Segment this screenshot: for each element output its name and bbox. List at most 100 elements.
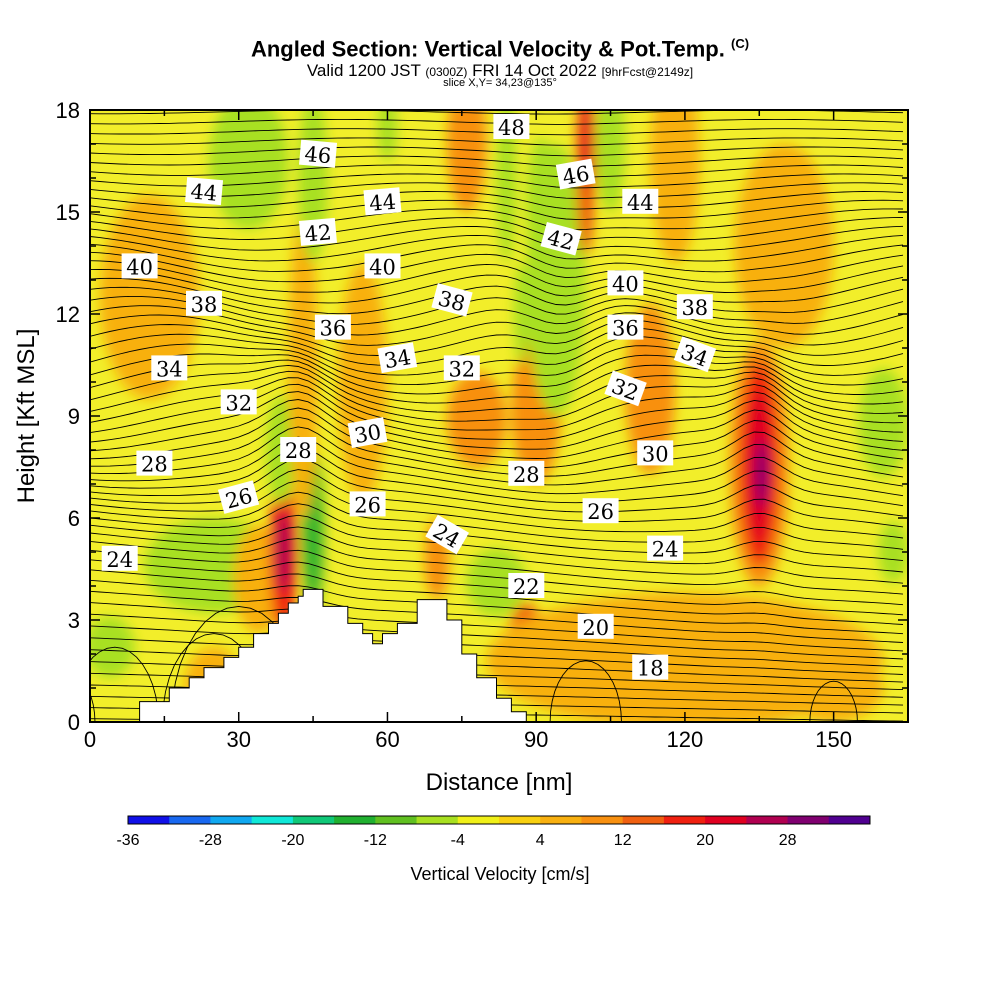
valid-zulu: (0300Z) [425,65,468,79]
theta-contour [90,333,904,376]
theta-contour [90,751,903,756]
contour-label: 44 [363,187,402,216]
velocity-cell [208,110,289,229]
theta-contour [90,602,904,652]
contour-label-text: 46 [304,142,333,168]
theta-contour [90,370,904,424]
contour-label-text: 46 [561,161,591,189]
velocity-cell [446,110,487,212]
contour-label: 42 [298,217,337,247]
theta-contour [90,649,904,683]
contour-label: 36 [314,314,351,341]
theta-contour [90,182,904,199]
theta-contour [90,217,904,241]
theta-contour [90,559,904,616]
contour-label: 22 [508,573,545,599]
contour-label: 28 [280,437,317,463]
theta-contour [90,625,904,668]
theta-contour [90,251,904,283]
contour-label-text: 36 [612,317,639,341]
y-tick-label: 18 [56,98,80,123]
contour-label-text: 26 [354,493,381,517]
contour-label: 34 [673,336,717,373]
colorbar-swatch [540,816,582,824]
contour-label-text: 38 [191,293,218,317]
colorbar-swatch [375,816,418,824]
contour-label: 24 [647,535,684,562]
y-tick-label: 9 [68,404,80,429]
contour-label: 24 [101,545,138,572]
forecast-tag: [9hrFcst@2149z] [601,65,694,79]
theta-contour [90,164,904,178]
contour-label-text: 30 [642,442,669,466]
theta-contour [90,234,904,262]
theta-contour [90,359,904,405]
theta-contour [90,740,903,747]
velocity-cell [513,263,529,365]
contour-label-text: 28 [513,463,540,487]
theta-contour [90,503,904,562]
colorbar-tick-label: -12 [364,832,387,849]
contour-label-text: 40 [612,272,639,296]
colorbar-swatch [663,816,706,824]
velocity-cell [446,371,507,467]
y-tick-label: 15 [56,200,80,225]
contour-label: 28 [508,460,545,487]
contour-label: 34 [377,342,418,373]
theta-contour [90,305,904,346]
theta-contour [90,91,903,94]
theta-contour [90,549,904,606]
theta-contour [90,324,904,366]
colorbar-swatch [499,816,541,824]
theta-contour [90,801,903,802]
contour-label-text: 24 [652,538,679,562]
x-tick-label: 60 [375,727,399,752]
contour-label-text: 38 [681,296,708,320]
theta-contour [90,173,904,189]
x-axis-title: Distance [nm] [426,769,573,796]
theta-contour [90,811,903,812]
theta-contour [90,314,904,356]
contour-label-text: 34 [382,345,412,373]
contour-label: 32 [220,389,257,415]
contour-label-text: 44 [368,190,397,216]
contour-label-text: 44 [627,191,654,215]
contour-label: 32 [443,355,480,381]
y-tick-label: 12 [56,302,80,327]
contour-label: 44 [622,188,659,215]
theta-contour [90,514,904,573]
contour-label: 18 [632,654,669,681]
colorbar-swatch [746,816,789,824]
colorbar-swatch [334,816,376,824]
valid-date: FRI 14 Oct 2022 [472,61,597,80]
contour-label-text: 36 [320,317,347,341]
contour-label-text: 42 [304,220,333,246]
theta-contour [90,491,904,550]
colorbar-swatch [416,816,459,824]
slice-info: slice X,Y= 34,23@135° [443,77,557,89]
colorbar: -36 -28 -20 -12 -4 4 12 20 28 [116,815,871,849]
y-tick-label: 3 [68,608,80,633]
contour-label: 30 [347,417,388,448]
theta-contour [90,730,903,739]
theta-contour [90,101,903,104]
contour-labels: 24 26 28 28 30 32 34 36 34 32 38 38 40 40 42 42 44 44 44 46… [101,114,717,681]
theta-contour [90,761,903,765]
theta-contour [90,391,904,451]
contour-label: 38 [676,294,713,320]
contour-label: 40 [121,253,158,279]
theta-contour [90,447,904,507]
contour-label: 34 [151,355,188,381]
contour-label: 28 [136,450,173,477]
contour-label: 38 [186,290,222,317]
theta-contour [90,191,904,210]
contour-label-text: 44 [190,179,219,205]
colorbar-swatch [828,816,871,824]
x-tick-label: 120 [667,727,704,752]
velocity-cell [878,521,908,583]
velocity-cell [734,144,834,348]
theta-contour [90,295,904,336]
contour-label: 36 [607,314,644,341]
contour-label-text: 48 [498,116,525,140]
contour-label-text: 26 [587,500,614,524]
